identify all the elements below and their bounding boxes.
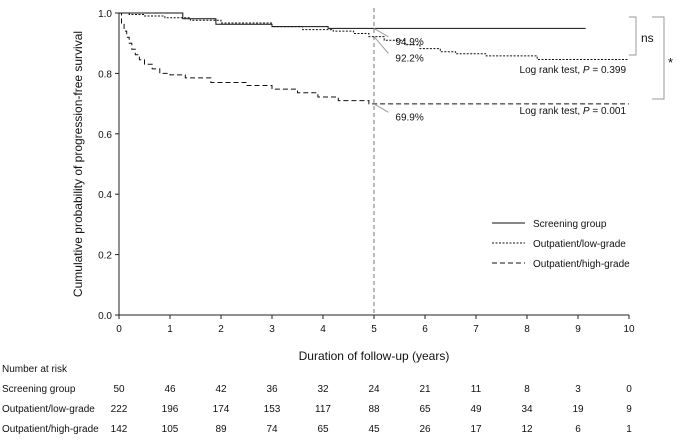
logrank-low-grade: Log rank test, P = 0.399: [520, 65, 627, 76]
comparison-annotations: ns * Log rank test, P = 0.399 Log rank t…: [520, 16, 673, 117]
logrank-high-grade-p: P: [583, 106, 590, 117]
annotation-label: 92.2%: [395, 53, 423, 64]
risk-row-label: Screening group: [2, 384, 76, 395]
x-tick-label: 8: [524, 324, 530, 335]
y-tick-label: 0.0: [98, 311, 112, 322]
x-tick-label: 9: [575, 324, 581, 335]
risk-cell: 11: [470, 384, 482, 395]
legend-label-low-grade: Outpatient/low-grade: [533, 239, 626, 250]
risk-cell: 19: [572, 404, 584, 415]
risk-cell: 8: [524, 384, 530, 395]
risk-cell: 1: [626, 424, 632, 435]
bracket-significant: [652, 16, 665, 100]
x-ticks: 0 1 2 3 4 5 6 7 8 9 10: [116, 315, 635, 335]
logrank-low-grade-prefix: Log rank test,: [520, 65, 583, 76]
risk-cell: 32: [317, 384, 329, 395]
series-layer: [119, 12, 629, 105]
annotation-leader: [373, 27, 389, 38]
risk-cell: 65: [317, 424, 329, 435]
risk-cell: 153: [263, 404, 281, 415]
risk-cell: 222: [110, 404, 128, 415]
risk-cell: 74: [266, 424, 278, 435]
y-axis-label: Cumulative probability of progression-fr…: [71, 31, 85, 297]
risk-cell: 26: [419, 424, 431, 435]
x-tick-label: 4: [320, 324, 326, 335]
risk-cell: 21: [419, 384, 431, 395]
risk-cell: 24: [368, 384, 380, 395]
risk-row-low-grade: Outpatient/low-grade 222 196 174 153 117 88 65…: [0, 404, 676, 422]
annotation-layer: 94.9% 92.2% 69.9%: [373, 27, 424, 123]
x-tick-label: 2: [218, 324, 224, 335]
risk-cell: 9: [626, 404, 632, 415]
risk-cell: 36: [266, 384, 278, 395]
risk-cell: 6: [575, 424, 581, 435]
risk-cell: 174: [212, 404, 230, 415]
series-line-2: [119, 12, 629, 105]
y-tick-label: 0.2: [98, 251, 112, 262]
risk-cell: 50: [113, 384, 125, 395]
risk-table-title: Number at risk: [2, 364, 68, 375]
risk-row-label: Outpatient/high-grade: [2, 424, 99, 435]
risk-cell: 196: [161, 404, 179, 415]
x-tick-label: 7: [473, 324, 479, 335]
x-tick-label: 10: [623, 324, 635, 335]
logrank-high-grade-prefix: Log rank test,: [520, 106, 583, 117]
risk-cell: 3: [575, 384, 581, 395]
logrank-low-grade-value: = 0.399: [590, 65, 627, 76]
legend: Screening group Outpatient/low-grade Out…: [492, 219, 630, 270]
annotation-label: 69.9%: [395, 112, 423, 123]
x-tick-label: 3: [269, 324, 275, 335]
ns-label: ns: [641, 31, 654, 45]
y-tick-label: 0.8: [98, 69, 112, 80]
y-ticks: 0.0 0.2 0.4 0.6 0.8 1.0: [98, 9, 119, 322]
logrank-high-grade: Log rank test, P = 0.001: [520, 106, 627, 117]
risk-cell: 142: [110, 424, 128, 435]
risk-row-screening: Screening group 50 46 42 36 32 24 21 11 8 3 0: [0, 384, 676, 402]
x-tick-label: 6: [422, 324, 428, 335]
risk-cell: 34: [521, 404, 533, 415]
risk-cell: 45: [368, 424, 380, 435]
series-line-0: [119, 12, 586, 29]
legend-label-screening: Screening group: [533, 219, 607, 230]
x-axis-label: Duration of follow-up (years): [299, 349, 450, 363]
risk-cell: 117: [315, 404, 331, 415]
x-tick-label: 0: [116, 324, 122, 335]
risk-cell: 89: [215, 424, 227, 435]
risk-cell: 105: [161, 424, 179, 435]
risk-cell: 46: [164, 384, 176, 395]
risk-row-label: Outpatient/low-grade: [2, 404, 95, 415]
significance-asterisk: *: [668, 55, 673, 70]
risk-cell: 49: [470, 404, 482, 415]
risk-cell: 0: [626, 384, 632, 395]
annotation-label: 94.9%: [395, 37, 423, 48]
y-tick-label: 0.6: [98, 130, 112, 141]
risk-cell: 42: [215, 384, 227, 395]
series-line-1: [119, 12, 629, 60]
logrank-low-grade-p: P: [583, 65, 590, 76]
annotation-leader: [373, 36, 389, 54]
risk-cell: 65: [419, 404, 431, 415]
bracket-ns: [629, 16, 637, 56]
risk-cell: 12: [521, 424, 533, 435]
y-tick-label: 0.4: [98, 190, 112, 201]
logrank-high-grade-value: = 0.001: [590, 106, 627, 117]
x-tick-label: 1: [167, 324, 173, 335]
x-tick-label: 5: [371, 324, 377, 335]
risk-cell: 17: [470, 424, 482, 435]
risk-cell: 88: [368, 404, 380, 415]
risk-row-high-grade: Outpatient/high-grade 142 105 89 74 65 45 26 17…: [0, 424, 676, 442]
annotation-leader: [373, 103, 389, 113]
y-tick-label: 1.0: [98, 9, 112, 20]
legend-label-high-grade: Outpatient/high-grade: [533, 259, 630, 270]
